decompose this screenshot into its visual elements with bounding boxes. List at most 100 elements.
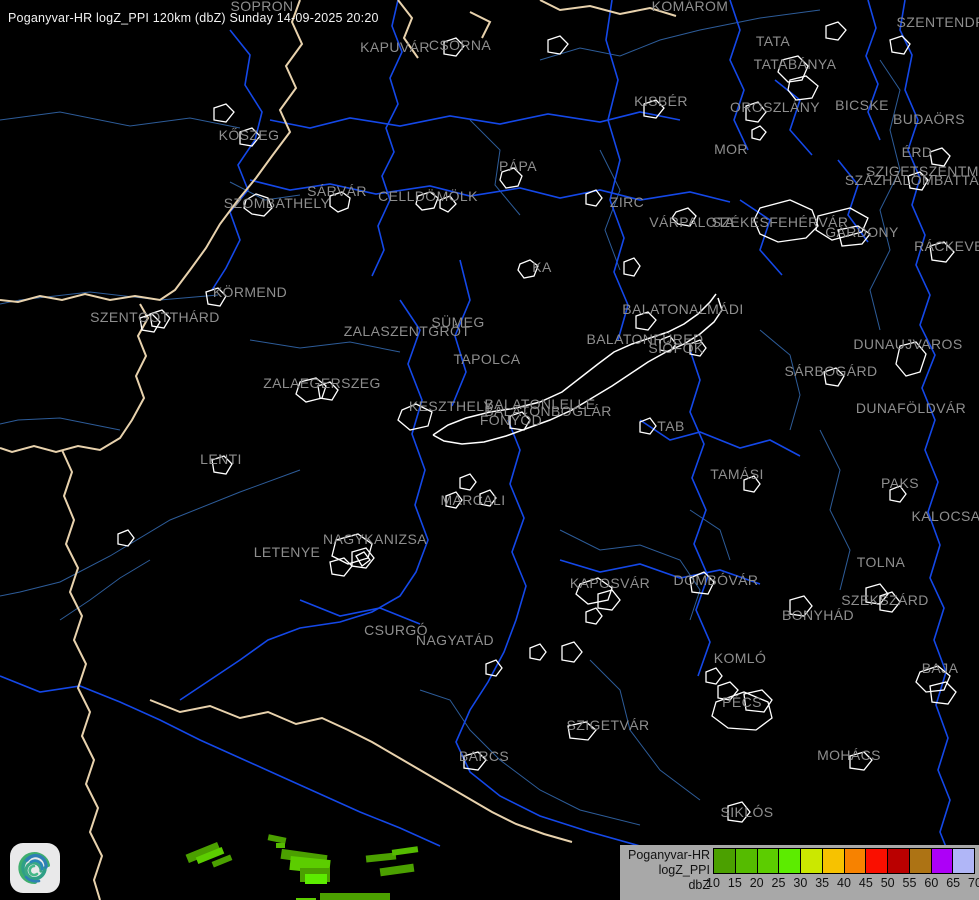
legend-swatch xyxy=(888,849,910,873)
city-label: SÁRVÁR xyxy=(307,183,367,199)
city-label: SZIGETSZENTMIKLÓS xyxy=(865,163,979,179)
city-label: BONYHÁD xyxy=(781,607,855,623)
city-label: DUNAFÖLDVÁR xyxy=(855,400,967,416)
city-label: SZENTGOTTHÁRD xyxy=(90,309,220,325)
city-label: RÁCKEVE xyxy=(914,238,979,254)
legend-tick: 20 xyxy=(749,876,764,890)
city-label: VÁRPALOTA xyxy=(649,214,735,230)
city-label: ZIRC xyxy=(609,194,645,210)
radar-echo-cell xyxy=(379,863,415,877)
radar-echo-cell xyxy=(391,846,419,856)
legend-tick: 65 xyxy=(946,876,961,890)
swirl-icon xyxy=(18,852,50,885)
legend-radar-name: Poganyvar-HR xyxy=(628,848,710,862)
city-label: GÁRDONY xyxy=(825,224,899,240)
city-label: OROSZLÁNY xyxy=(730,99,820,115)
city-label: KŐSZEG xyxy=(218,127,280,143)
city-label: FONYÓD xyxy=(479,412,543,428)
city-label: BALATONBOGLÁR xyxy=(484,403,612,419)
city-label: KESZTHELY xyxy=(408,398,494,414)
city-label: NAGYATÁD xyxy=(415,632,495,648)
legend-swatch xyxy=(757,849,780,873)
legend-swatch xyxy=(844,849,867,873)
city-label: TATA xyxy=(755,33,791,49)
legend-swatch xyxy=(931,849,954,873)
city-label: KÖRMEND xyxy=(212,284,288,300)
city-label: SZIGETVÁR xyxy=(566,717,650,733)
city-label: PÉCS xyxy=(722,694,762,710)
city-label: ZALASZENTGRÓT xyxy=(343,323,471,339)
city-label: CSURGÓ xyxy=(364,622,428,638)
radar-echo-cell xyxy=(195,847,225,864)
city-label: LENTI xyxy=(200,451,242,467)
legend-tick: 45 xyxy=(858,876,873,890)
city-label: ÉRD xyxy=(901,144,933,160)
city-label: TAMÁSI xyxy=(710,466,764,482)
radar-echo-cell xyxy=(305,874,327,884)
legend-tick: 55 xyxy=(902,876,917,890)
city-label: BICSKE xyxy=(835,97,889,113)
legend-color-bar xyxy=(713,848,975,874)
city-label: SZOMBATHELY xyxy=(223,195,331,211)
lake-balaton xyxy=(432,293,723,445)
city-label: KAPOSVÁR xyxy=(569,575,651,591)
city-label: BUDAÖRS xyxy=(892,111,966,127)
city-label: MOR xyxy=(714,141,748,157)
city-label: SIKLÓS xyxy=(720,804,774,820)
radar-echo-cell xyxy=(365,852,397,863)
radar-swirl-logo[interactable] xyxy=(10,843,60,893)
city-label: BALATONLELLE xyxy=(484,396,596,412)
city-label: SOPRON xyxy=(230,0,294,14)
city-label: TAPOLCA xyxy=(453,351,521,367)
urban-area-layer xyxy=(117,21,957,823)
radar-echo-cell xyxy=(211,854,233,868)
radar-echo-cell xyxy=(296,898,316,900)
major-river-layer xyxy=(0,0,953,900)
legend-swatch xyxy=(866,849,888,873)
legend-panel: Poganyvar-HR logZ_PPI dbZ 10 15 20 25 30 35 40… xyxy=(620,845,979,900)
city-label: TOLNA xyxy=(856,554,906,570)
city-label: KISBÉR xyxy=(634,93,688,109)
city-label: SZENTENDRE xyxy=(896,14,979,30)
city-label: LETENYE xyxy=(253,544,321,560)
city-label: MOHÁCS xyxy=(817,747,881,763)
city-label: KA xyxy=(532,259,552,275)
legend-tick: 25 xyxy=(771,876,786,890)
legend-product-name: logZ_PPI xyxy=(658,863,710,877)
legend-tick: 35 xyxy=(815,876,830,890)
legend-caption: Poganyvar-HR logZ_PPI dbZ xyxy=(624,848,710,893)
radar-echo-cell xyxy=(320,893,390,900)
minor-river-layer xyxy=(0,9,901,826)
city-label: SZÁZHALOMBATTA xyxy=(844,172,979,188)
legend-swatch xyxy=(714,849,736,873)
national-border-layer xyxy=(0,0,677,900)
city-label: PAKS xyxy=(881,475,919,491)
legend-swatch xyxy=(822,849,845,873)
city-label: SÜMEG xyxy=(431,314,485,330)
city-label: TATABÁNYA xyxy=(753,56,837,72)
city-label: KOMLÓ xyxy=(713,650,767,666)
legend-swatch xyxy=(909,849,932,873)
legend-swatch xyxy=(953,849,974,873)
radar-echo-layer xyxy=(185,834,419,900)
city-label: ZALAEGERSZEG xyxy=(263,375,381,391)
radar-echo-cell xyxy=(276,843,285,848)
city-label: CSORNA xyxy=(428,37,492,53)
city-label: NAGYKANIZSA xyxy=(323,531,427,547)
city-label: PÁPA xyxy=(499,158,537,174)
legend-tick: 10 xyxy=(706,876,720,890)
legend-tick: 60 xyxy=(924,876,939,890)
legend-swatch xyxy=(735,849,758,873)
legend-tick: 40 xyxy=(837,876,851,890)
city-label: DUNAUJVAROS xyxy=(853,336,963,352)
city-label: KOMÁROM xyxy=(651,0,729,14)
legend-swatch xyxy=(779,849,801,873)
legend-tick: 30 xyxy=(793,876,808,890)
legend-tick-labels: 10 15 20 25 30 35 40 45 50 55 60 65 70 xyxy=(706,876,979,896)
city-label: BARCS xyxy=(458,748,510,764)
radar-echo-cell xyxy=(267,834,287,844)
city-label: SIÓFOK xyxy=(648,340,704,356)
